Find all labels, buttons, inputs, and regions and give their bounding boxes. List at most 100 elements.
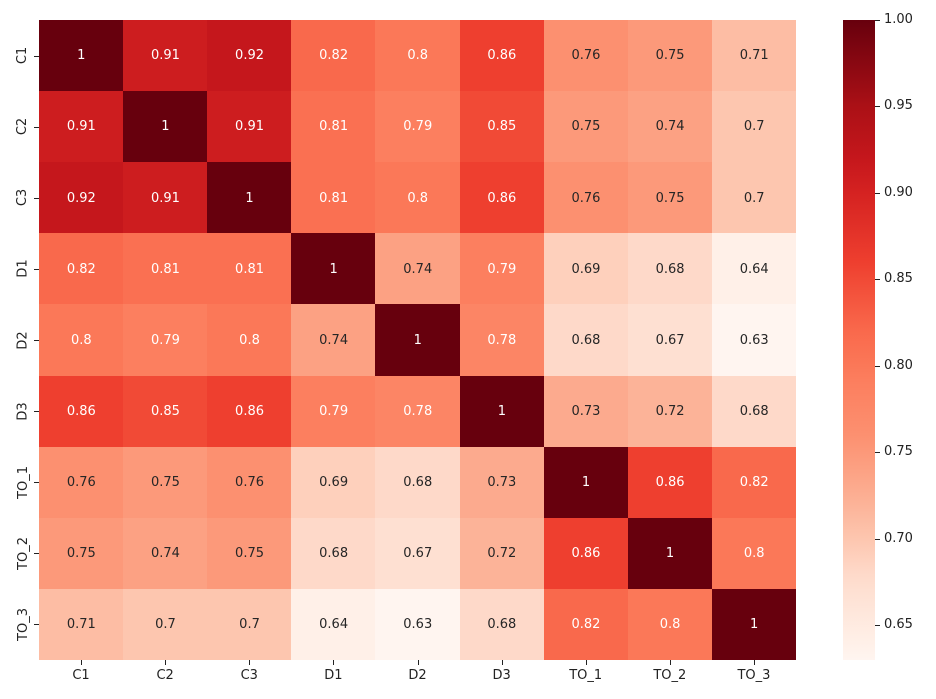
- heatmap-cell: 0.68: [291, 517, 376, 590]
- heatmap-cell: 0.8: [375, 20, 461, 92]
- heatmap-cell: 0.86: [459, 162, 545, 234]
- heatmap-cell: 1: [375, 304, 461, 377]
- y-tick-mark: [34, 553, 39, 555]
- heatmap-cell: 0.82: [543, 588, 629, 661]
- heatmap-cell: 0.68: [375, 446, 461, 519]
- heatmap-cell: 0.64: [291, 588, 376, 661]
- heatmap-cell: 0.75: [123, 446, 208, 519]
- heatmap-cell: 0.78: [375, 375, 461, 448]
- y-tick-text: C3: [15, 189, 31, 207]
- x-tick-mark: [417, 660, 419, 665]
- heatmap-cell: 0.91: [39, 91, 124, 163]
- y-tick-text: D2: [15, 330, 31, 350]
- y-tick-text: D3: [15, 401, 31, 421]
- colorbar-tick-mark: [875, 106, 880, 108]
- y-tick-mark: [34, 55, 39, 57]
- heatmap-cell: 0.85: [123, 375, 208, 448]
- x-tick-mark: [165, 660, 167, 665]
- heatmap-cell: 0.92: [39, 162, 124, 234]
- heatmap-cell: 0.76: [543, 162, 629, 234]
- y-tick-text: TO_1: [15, 465, 31, 499]
- heatmap-cell: 1: [543, 446, 629, 519]
- heatmap-cell: 0.75: [627, 20, 713, 92]
- x-tick-label: TO_1: [569, 668, 603, 683]
- x-tick-label: TO_2: [653, 668, 687, 683]
- x-tick-mark: [585, 660, 587, 665]
- x-tick-mark: [753, 660, 755, 665]
- y-tick-label: D1: [13, 249, 33, 289]
- heatmap-cell: 0.76: [39, 446, 124, 519]
- heatmap-cell: 1: [459, 375, 545, 448]
- heatmap-cell: 0.81: [207, 233, 292, 305]
- heatmap-cell: 0.86: [39, 375, 124, 448]
- y-tick-mark: [34, 482, 39, 484]
- x-tick-mark: [249, 660, 251, 665]
- colorbar-tick-label: 0.75: [884, 444, 913, 460]
- x-tick-label: D2: [408, 668, 427, 683]
- heatmap-cell: 1: [207, 162, 292, 234]
- colorbar-tick-label: 0.70: [884, 530, 913, 546]
- heatmap-cell: 0.79: [291, 375, 376, 448]
- heatmap-cell: 0.8: [627, 588, 713, 661]
- y-tick-label: TO_3: [13, 604, 33, 644]
- heatmap-cell: 0.8: [207, 304, 292, 377]
- heatmap-cell: 0.91: [123, 162, 208, 234]
- x-tick-label: C1: [72, 668, 90, 683]
- y-tick-mark: [34, 340, 39, 341]
- heatmap-cell: 0.63: [711, 304, 797, 377]
- y-tick-label: TO_1: [13, 462, 33, 502]
- heatmap-cell: 0.86: [459, 20, 545, 92]
- heatmap-cell: 0.74: [123, 517, 208, 590]
- heatmap-cell: 0.79: [375, 91, 461, 163]
- heatmap-cell: 0.75: [39, 517, 124, 590]
- heatmap-cell: 0.74: [291, 304, 376, 377]
- heatmap-cell: 0.7: [711, 91, 797, 163]
- heatmap-cell: 0.71: [711, 20, 797, 92]
- heatmap-cell: 0.92: [207, 20, 292, 92]
- colorbar-tick-label: 1.00: [884, 12, 913, 27]
- heatmap-cell: 0.67: [375, 517, 461, 590]
- heatmap-cell: 0.8: [375, 162, 461, 234]
- heatmap-cell: 0.72: [459, 517, 545, 590]
- x-tick-label: TO_3: [737, 668, 771, 683]
- x-tick-label: C3: [240, 668, 258, 683]
- colorbar-tick-mark: [875, 20, 880, 21]
- heatmap-cell: 0.8: [711, 517, 797, 590]
- y-tick-text: C1: [15, 46, 31, 65]
- heatmap-cell: 0.69: [543, 233, 629, 305]
- heatmap-cell: 0.82: [39, 233, 124, 305]
- heatmap-cell: 0.67: [627, 304, 713, 377]
- x-tick-label: D1: [324, 668, 343, 683]
- heatmap-cell: 0.86: [543, 517, 629, 590]
- colorbar-tick-mark: [875, 365, 880, 367]
- heatmap-cell: 1: [627, 517, 713, 590]
- heatmap-cell: 1: [711, 588, 797, 661]
- heatmap-cell: 0.7: [711, 162, 797, 234]
- y-tick-label: C3: [13, 178, 33, 218]
- colorbar-tick-mark: [875, 279, 880, 281]
- colorbar-tick-label: 0.85: [884, 271, 913, 287]
- y-tick-mark: [34, 126, 39, 128]
- heatmap-cell: 0.82: [711, 446, 797, 519]
- heatmap-cell: 0.75: [543, 91, 629, 163]
- heatmap-cell: 0.78: [459, 304, 545, 377]
- y-tick-label: D3: [13, 391, 33, 431]
- heatmap-cell: 0.86: [627, 446, 713, 519]
- x-tick-label: D3: [492, 668, 511, 683]
- heatmap-cell: 0.74: [627, 91, 713, 163]
- heatmap-cell: 0.86: [207, 375, 292, 448]
- heatmap-cell: 0.7: [123, 588, 208, 661]
- colorbar-tick-mark: [875, 625, 880, 627]
- heatmap-cell: 0.73: [543, 375, 629, 448]
- y-tick-label: D2: [13, 320, 33, 360]
- heatmap-cell: 0.79: [459, 233, 545, 305]
- y-tick-text: TO_2: [15, 536, 31, 570]
- heatmap-cell: 0.81: [123, 233, 208, 305]
- heatmap-cell: 0.8: [39, 304, 124, 377]
- x-tick-label: C2: [156, 668, 174, 683]
- heatmap-cell: 0.69: [291, 446, 376, 519]
- heatmap-cell: 0.85: [459, 91, 545, 163]
- y-tick-mark: [34, 624, 39, 626]
- heatmap-cell: 0.68: [459, 588, 545, 661]
- colorbar-tick-mark: [875, 192, 880, 194]
